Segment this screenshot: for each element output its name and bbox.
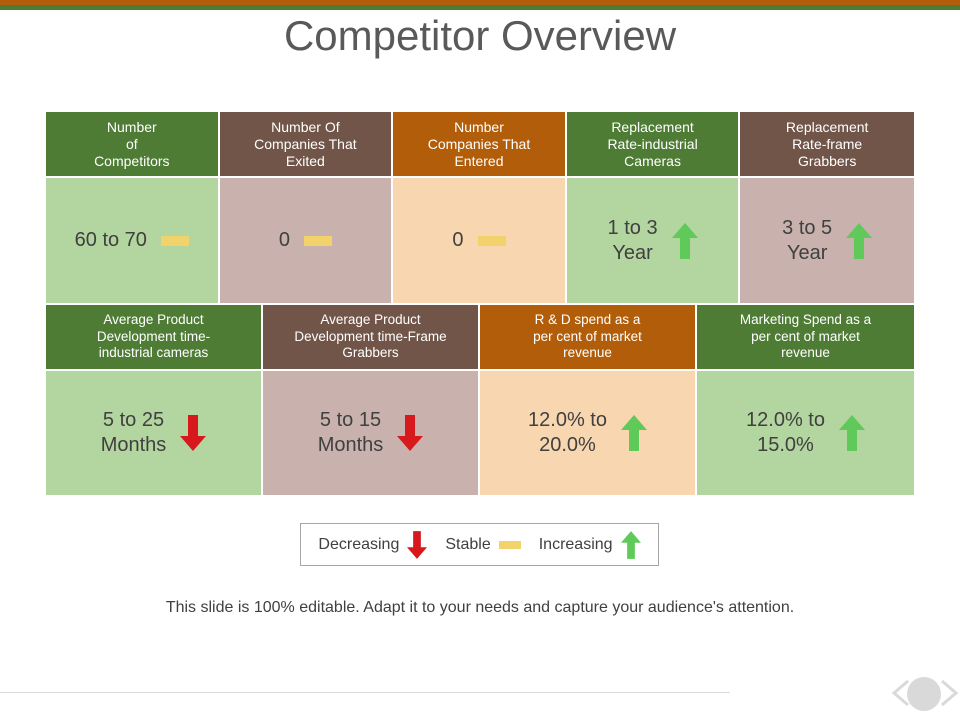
metric-card-replacement-grabbers: Replacement Rate-frame Grabbers 3 to 5 Y… bbox=[740, 112, 914, 303]
up-arrow-icon bbox=[671, 222, 698, 259]
trend-legend: Decreasing Stable Increasing bbox=[300, 523, 659, 566]
down-arrow-icon bbox=[397, 415, 424, 451]
metric-value: 5 to 25 Months bbox=[100, 409, 167, 456]
metric-body: 5 to 15 Months bbox=[263, 371, 478, 495]
metric-body: 12.0% to 15.0% bbox=[697, 371, 914, 495]
metric-header: Replacement Rate-frame Grabbers bbox=[740, 112, 914, 178]
metric-card-dev-time-cameras: Average Product Development time- indust… bbox=[46, 305, 263, 495]
metric-card-companies-entered: Number Companies That Entered 0 bbox=[393, 112, 567, 303]
metric-value: 12.0% to 20.0% bbox=[528, 409, 607, 456]
metric-header: Average Product Development time-Frame G… bbox=[263, 305, 478, 371]
metric-header: Replacement Rate-industrial Cameras bbox=[566, 112, 739, 178]
metric-value: 3 to 5 Year bbox=[782, 216, 833, 264]
slide-nav-dot-icon[interactable] bbox=[907, 677, 941, 711]
metric-card-rd-spend: R & D spend as a per cent of market reve… bbox=[480, 305, 697, 495]
stable-bar-icon bbox=[160, 235, 189, 246]
footer-note: This slide is 100% editable. Adapt it to… bbox=[165, 599, 795, 616]
stable-bar-icon bbox=[303, 235, 332, 246]
up-arrow-icon bbox=[838, 415, 865, 451]
metric-body: 3 to 5 Year bbox=[740, 178, 914, 303]
metric-body: 12.0% to 20.0% bbox=[480, 371, 695, 495]
metric-header: Number Companies That Entered bbox=[393, 112, 565, 178]
metric-value: 0 bbox=[452, 229, 464, 251]
stable-bar-icon bbox=[498, 540, 521, 549]
metric-header: R & D spend as a per cent of market reve… bbox=[480, 305, 695, 371]
metric-body: 5 to 25 Months bbox=[46, 371, 261, 495]
previous-slide-icon[interactable] bbox=[886, 678, 916, 708]
stable-bar-icon bbox=[477, 235, 506, 246]
metric-body: 1 to 3 Year bbox=[566, 178, 739, 303]
legend-decreasing-label: Decreasing bbox=[318, 535, 400, 553]
metric-card-marketing-spend: Marketing Spend as a per cent of market … bbox=[697, 305, 914, 495]
page-title: Competitor Overview bbox=[283, 12, 677, 59]
metric-card-companies-exited: Number Of Companies That Exited 0 bbox=[219, 112, 394, 303]
metric-value: 5 to 15 Months bbox=[317, 409, 384, 456]
up-arrow-icon bbox=[620, 530, 641, 559]
metric-card-replacement-cameras: Replacement Rate-industrial Cameras 1 to… bbox=[566, 112, 741, 303]
metric-body: 0 bbox=[393, 178, 565, 303]
metric-header: Number Of Companies That Exited bbox=[219, 112, 392, 178]
metrics-row-1: Number of Competitors 60 to 70 Number Of… bbox=[46, 112, 914, 303]
metric-value: 60 to 70 bbox=[74, 229, 147, 251]
metric-value: 12.0% to 15.0% bbox=[746, 409, 825, 456]
down-arrow-icon bbox=[407, 530, 428, 559]
up-arrow-icon bbox=[620, 415, 647, 451]
metric-header: Number of Competitors bbox=[46, 112, 218, 178]
legend-stable-label: Stable bbox=[445, 535, 491, 553]
metric-body: 0 bbox=[219, 178, 392, 303]
metric-card-competitors: Number of Competitors 60 to 70 bbox=[46, 112, 220, 303]
metric-header: Marketing Spend as a per cent of market … bbox=[697, 305, 914, 371]
metric-body: 60 to 70 bbox=[46, 178, 218, 303]
metric-value: 0 bbox=[278, 229, 290, 251]
metric-value: 1 to 3 Year bbox=[607, 216, 658, 264]
metric-card-dev-time-grabbers: Average Product Development time-Frame G… bbox=[263, 305, 480, 495]
top-accent-bar-green bbox=[0, 5, 960, 10]
footer-divider bbox=[0, 692, 730, 693]
down-arrow-icon bbox=[180, 415, 207, 451]
metric-header: Average Product Development time- indust… bbox=[46, 305, 261, 371]
top-accent-bar-orange bbox=[0, 0, 960, 5]
next-slide-icon[interactable] bbox=[934, 678, 960, 708]
legend-increasing-label: Increasing bbox=[538, 535, 613, 553]
up-arrow-icon bbox=[846, 222, 873, 259]
metrics-row-2: Average Product Development time- indust… bbox=[46, 305, 914, 495]
